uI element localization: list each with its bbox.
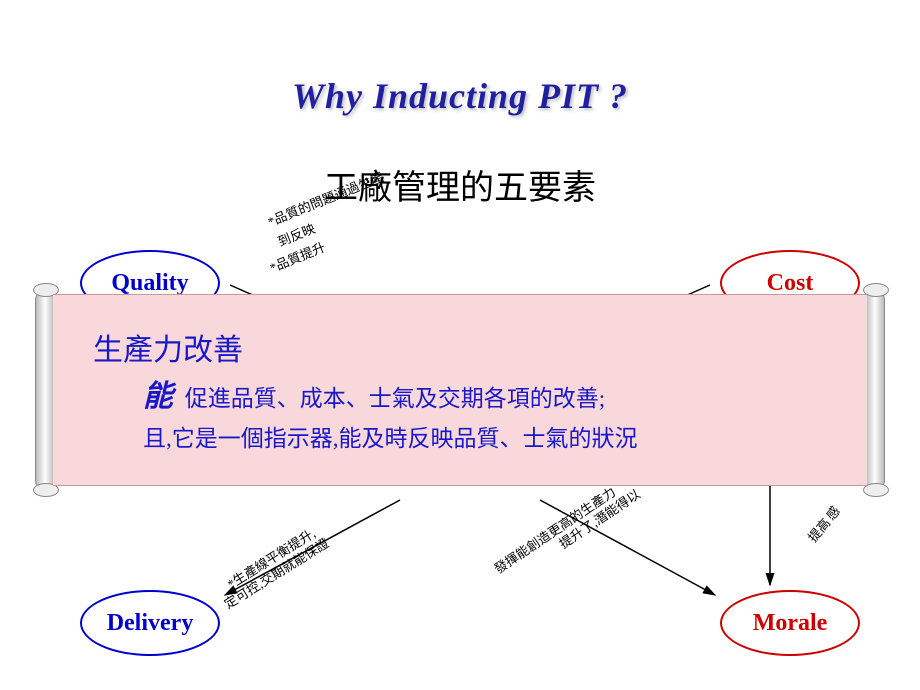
node-delivery: Delivery [80,590,220,656]
scroll-heading: 生產力改善 [93,325,827,369]
annotation-4: 發揮能創造更高的生產力 [490,482,619,578]
scroll-line-2: 且,它是一個指示器,能及時反映品質、士氣的狀況 [93,421,827,458]
scroll-line-1: 能 促進品質、成本、士氣及交期各項的改善; [93,373,827,421]
scroll-paper: 生產力改善 能 促進品質、成本、士氣及交期各項的改善; 且,它是一個指示器,能及… [53,294,867,486]
scroll-banner: 生產力改善 能 促進品質、成本、士氣及交期各項的改善; 且,它是一個指示器,能及… [35,290,885,490]
scroll-em: 能 [143,380,173,413]
page-subtitle: 工廠管理的五要素 [0,160,920,209]
page-title: Why Inducting PIT ? [0,75,920,117]
node-morale: Morale [720,590,860,656]
scroll-line1-rest: 促進品質、成本、士氣及交期各項的改善; [179,386,605,411]
